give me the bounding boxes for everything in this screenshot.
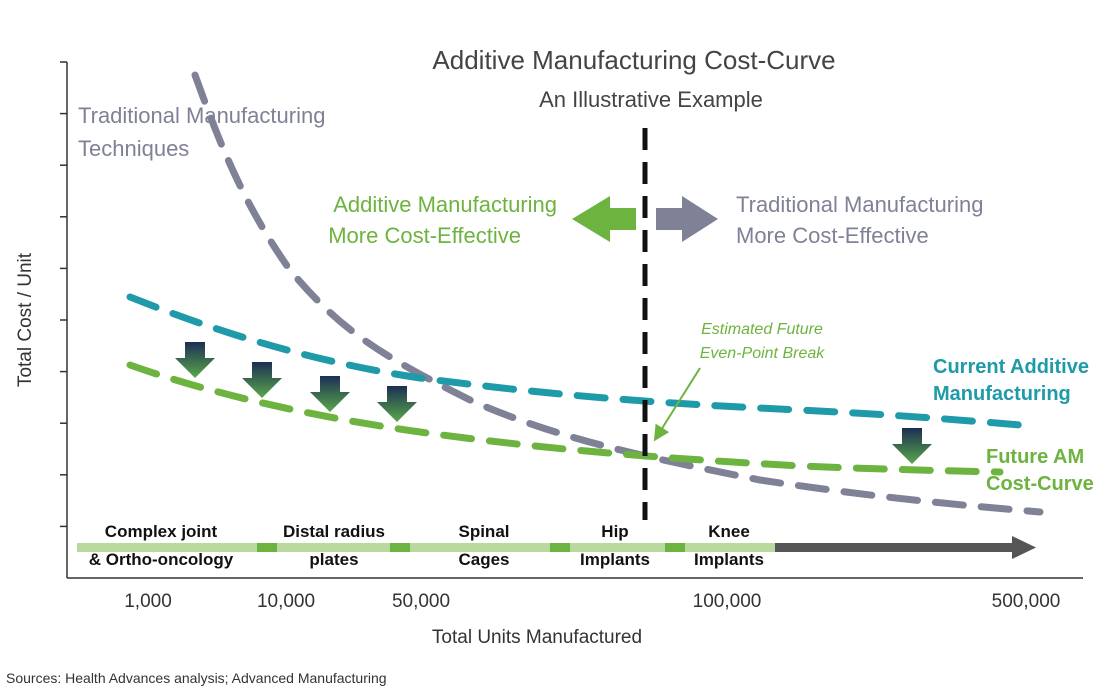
curves bbox=[126, 71, 1044, 516]
current-label: Manufacturing bbox=[933, 383, 1071, 405]
segment-label: Hip bbox=[601, 522, 628, 541]
right-region-label: More Cost-Effective bbox=[736, 223, 929, 248]
segment-label: Implants bbox=[694, 550, 764, 569]
current-label: Current Additive bbox=[933, 356, 1089, 378]
future-am-curve bbox=[126, 361, 1004, 476]
segment-label: Distal radius bbox=[283, 522, 385, 541]
annotation: Estimated Future bbox=[701, 321, 823, 338]
left-arrow bbox=[572, 196, 636, 242]
axes bbox=[60, 61, 1083, 579]
title: Additive Manufacturing Cost-Curve bbox=[432, 45, 835, 75]
segment-label: Cages bbox=[458, 550, 509, 569]
x-label: 10,000 bbox=[257, 591, 315, 612]
current-am-curve bbox=[126, 293, 1024, 429]
x-label: 100,000 bbox=[693, 591, 762, 612]
segment-label: Knee bbox=[708, 522, 750, 541]
traditional-label: Traditional Manufacturing bbox=[78, 103, 325, 128]
traditional-curve bbox=[191, 71, 1044, 516]
x-axis-label: Total Units Manufactured bbox=[432, 627, 642, 648]
future-label: Cost-Curve bbox=[986, 473, 1094, 495]
segment-label: plates bbox=[309, 550, 358, 569]
x-label: 500,000 bbox=[992, 591, 1061, 612]
segment-bar bbox=[77, 536, 1036, 559]
traditional-label: Techniques bbox=[78, 136, 189, 161]
left-region-label: More Cost-Effective bbox=[328, 223, 521, 248]
annotation-arrow bbox=[653, 367, 701, 442]
segment-label: & Ortho-oncology bbox=[89, 550, 234, 569]
segment-label: Spinal bbox=[458, 522, 509, 541]
segment-label: Complex joint bbox=[105, 522, 218, 541]
y-axis-label: Total Cost / Unit bbox=[15, 252, 36, 387]
right-arrow bbox=[656, 196, 718, 242]
segment-label: Implants bbox=[580, 550, 650, 569]
x-label: 50,000 bbox=[392, 591, 450, 612]
right-region-label: Traditional Manufacturing bbox=[736, 192, 983, 217]
down-arrows bbox=[175, 342, 932, 464]
source: Sources: Health Advances analysis; Advan… bbox=[6, 670, 387, 686]
subtitle: An Illustrative Example bbox=[539, 87, 763, 112]
annotation: Even-Point Break bbox=[700, 345, 826, 362]
future-label: Future AM bbox=[986, 446, 1084, 468]
left-region-label: Additive Manufacturing bbox=[333, 192, 557, 217]
x-label: 1,000 bbox=[124, 591, 172, 612]
